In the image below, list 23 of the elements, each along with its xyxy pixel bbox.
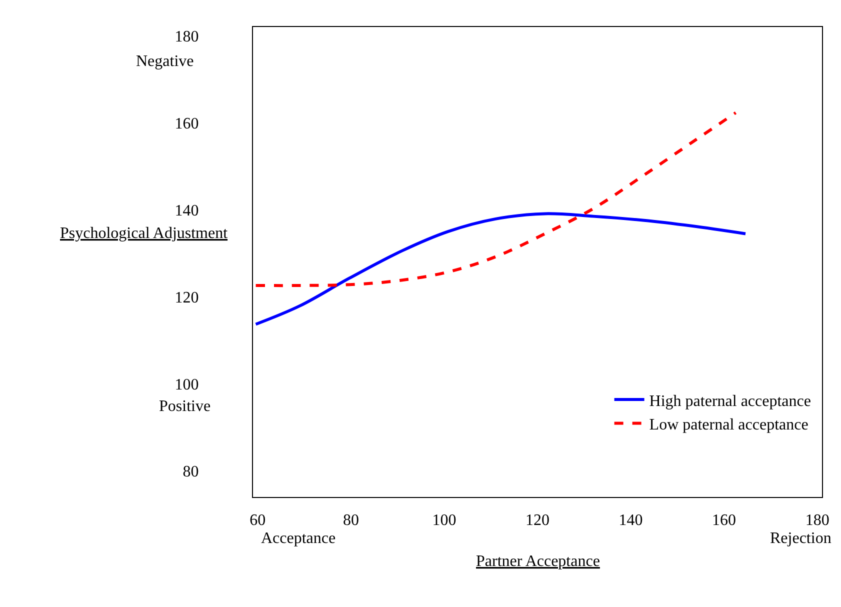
x-tick-label: 140 <box>618 512 643 530</box>
text: Negative <box>136 53 194 70</box>
y-tick-label: 80 <box>182 463 199 480</box>
x-tick-label: 80 <box>342 512 359 530</box>
text: Positive <box>159 398 211 415</box>
x-tick-label: 180 <box>805 512 830 530</box>
x-tick-label: 120 <box>526 512 550 530</box>
y-tick-label: 180 <box>174 28 199 46</box>
line-series <box>254 111 738 288</box>
text: Acceptance <box>261 530 336 547</box>
legend-label: Low paternal acceptance <box>649 416 808 434</box>
y-tick-label: 160 <box>174 115 199 132</box>
legend-label: High paternal acceptance <box>649 392 811 410</box>
x-tick-label: 160 <box>712 512 736 530</box>
y-tick-label: 140 <box>174 202 199 220</box>
x-tick-label: 100 <box>432 512 456 530</box>
y-tick-label: 120 <box>174 289 199 306</box>
x-tick-label: 60 <box>250 512 266 530</box>
y-tick-label: 100 <box>174 376 199 394</box>
x-axis-title: Partner Acceptance <box>476 553 600 570</box>
y-axis-title: Psychological Adjustment <box>60 225 228 242</box>
text: Rejection <box>770 530 832 547</box>
line-series <box>254 212 748 326</box>
